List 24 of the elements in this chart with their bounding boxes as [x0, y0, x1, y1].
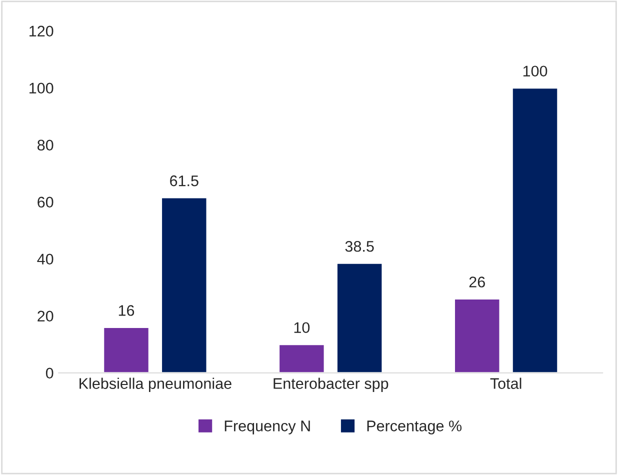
x-tick-label: Klebsiella pneumoniae [80, 378, 232, 392]
y-tick-label: 80 [38, 140, 54, 151]
y-tick-label: 100 [30, 82, 54, 94]
x-tick-label: Total [490, 378, 522, 389]
y-tick-label: 20 [38, 310, 54, 322]
y-tick-label: 40 [37, 254, 54, 265]
y-tick-label: 60 [38, 196, 54, 208]
legend-label: Percentage % [367, 420, 462, 434]
y-tick-label: 120 [30, 26, 54, 37]
data-label: 38.5 [345, 240, 374, 252]
legend-label: Frequency N [224, 420, 310, 434]
y-tick-label: 0 [46, 368, 54, 379]
data-label: 61.5 [170, 175, 198, 186]
bar [512, 87, 559, 373]
data-label: 26 [469, 276, 485, 288]
bar [454, 298, 501, 373]
data-label: 100 [523, 66, 548, 77]
data-label: 10 [294, 322, 310, 334]
bar [102, 326, 150, 373]
data-label: 16 [118, 305, 134, 316]
bar [278, 344, 326, 373]
bar [336, 262, 384, 373]
x-tick-label: Enterobacter spp [274, 378, 388, 392]
bar [160, 196, 208, 373]
